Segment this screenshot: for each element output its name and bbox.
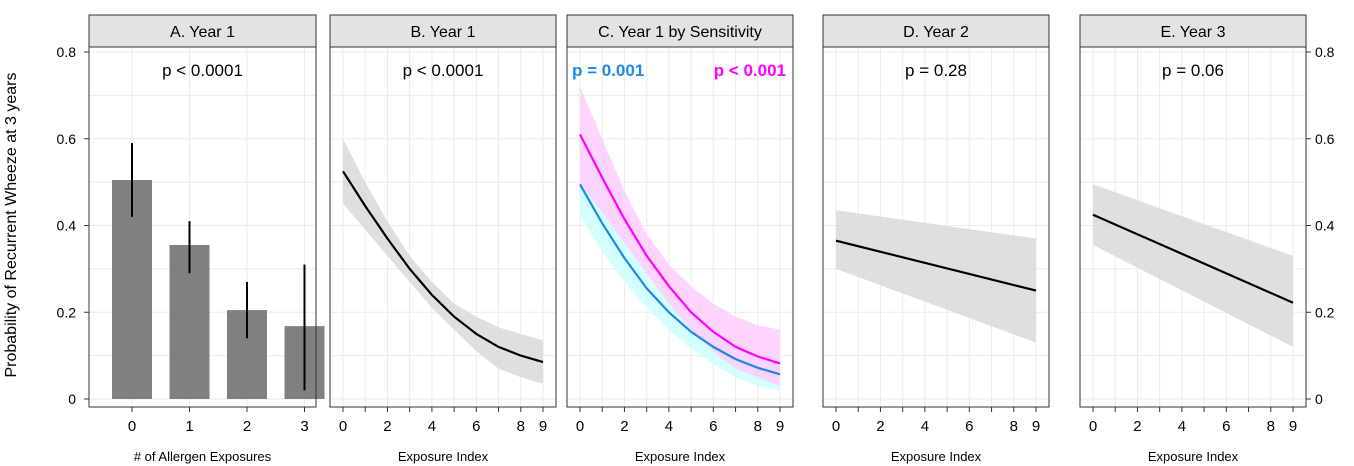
x-tick-label: 6 [709,418,717,435]
series-line-0 [579,183,781,376]
x-tick-label: 6 [1222,418,1230,435]
y-tick-label: 0 [68,391,76,407]
y-tick-label: 0.6 [1315,131,1335,147]
x-tick-label: 6 [472,418,480,435]
x-tick-label: 9 [1289,418,1297,435]
p-value-annotation: p = 0.06 [1162,61,1224,80]
x-tick-label: 8 [517,418,525,435]
x-tick-label: 0 [832,418,840,435]
x-tick-label: 6 [965,418,973,435]
x-tick-label: 0 [339,418,347,435]
x-tick-label: 2 [620,418,628,435]
y-tick-label: 0.2 [57,304,77,320]
confidence-band-0 [1093,184,1293,347]
x-tick-label: 4 [1178,418,1186,435]
x-tick-label: 4 [665,418,673,435]
x-axis-label: Exposure Index [398,449,489,464]
y-axis-left: 0 0.2 0.4 0.6 0.8 [57,44,89,407]
facet-strip [1079,14,1307,48]
x-tick-label: 4 [921,418,929,435]
x-axis-label: Exposure Index [635,449,726,464]
confidence-band-0 [836,210,1036,343]
x-tick-label: 2 [1133,418,1141,435]
x-tick-label: 0 [128,418,136,435]
y-tick-label: 0 [1315,391,1323,407]
gridlines [823,47,1049,407]
x-tick-label: 2 [383,418,391,435]
y-tick-label: 0.2 [1315,304,1335,320]
x-axis-label: Exposure Index [1148,449,1239,464]
series-line-0 [342,170,544,364]
x-tick-label: 8 [1010,418,1018,435]
x-tick-label: 2 [243,418,251,435]
chart-panel-3: D. Year 2 p = 0.28 0 2 4 6 8 9 Exposure Index [822,14,1050,464]
x-tick-label: 0 [1089,418,1097,435]
facet-strip [566,14,794,48]
x-tick-label: 4 [428,418,436,435]
x-tick-label: 9 [1032,418,1040,435]
y-tick-label: 0.4 [1315,218,1335,234]
y-tick-label: 0.8 [57,44,77,60]
chart-panel-4: E. Year 3 p = 0.06 0 2 4 6 8 9 Exposure Index 0 0.… [1079,14,1335,464]
panel-title: D. Year 2 [903,24,969,41]
x-tick-label: 9 [776,418,784,435]
panel-title: B. Year 1 [411,24,476,41]
panel-title: E. Year 3 [1161,24,1226,41]
p-value-annotation: p < 0.0001 [162,61,243,80]
chart-panel-0: A. Year 1 p < 0.0001 0 1 2 3 # of Allergen Exp… [57,14,325,464]
x-tick-label: 0 [576,418,584,435]
p-value-annotation: p = 0.28 [905,61,967,80]
y-axis-label: Probability of Recurrent Wheeze at 3 yea… [3,72,20,377]
facet-strip [329,14,557,48]
p-value-annotation-1: p < 0.001 [714,61,786,80]
series-line-0 [835,239,1037,292]
x-axis-label: Exposure Index [891,449,982,464]
y-tick-label: 0.6 [57,131,77,147]
x-tick-label: 8 [1267,418,1275,435]
chart-panel-1: B. Year 1 p < 0.0001 0 2 4 6 8 9 Exposure Index [329,14,557,464]
p-value-annotation-0: p = 0.001 [572,61,644,80]
facet-strip [822,14,1050,48]
x-tick-label: 1 [185,418,193,435]
series-line-1 [579,133,781,365]
series-line-0 [1092,213,1294,304]
x-axis-label: # of Allergen Exposures [134,449,272,464]
x-tick-label: 8 [754,418,762,435]
y-tick-label: 0.8 [1315,44,1335,60]
panel-title: A. Year 1 [170,24,235,41]
facet-strip [88,14,317,48]
x-tick-label: 3 [300,418,308,435]
y-tick-label: 0.4 [57,218,77,234]
panel-title: C. Year 1 by Sensitivity [598,24,762,41]
p-value-annotation: p < 0.0001 [403,61,484,80]
y-axis-right: 0 0.2 0.4 0.6 0.8 [1306,44,1335,407]
x-tick-label: 9 [539,418,547,435]
confidence-band-0 [343,138,543,384]
chart-panel-2: C. Year 1 by Sensitivity p = 0.001 p < 0.0… [566,14,794,464]
x-axis: 0 1 2 3 [128,407,309,435]
x-tick-label: 2 [876,418,884,435]
panels-layer: A. Year 1 p < 0.0001 0 1 2 3 # of Allergen Exp… [57,14,1335,464]
